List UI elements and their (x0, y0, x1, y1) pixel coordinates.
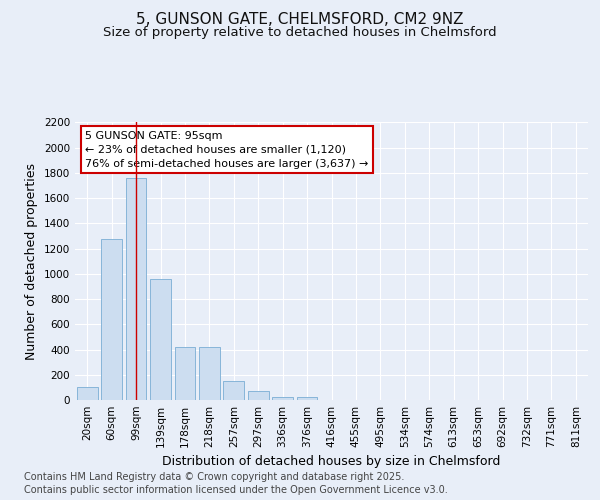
Bar (223, 381, 244, 400)
Bar (272, 397, 293, 400)
Bar (248, 391, 269, 400)
X-axis label: Distribution of detached houses by size in Chelmsford: Distribution of detached houses by size … (163, 456, 500, 468)
Bar (175, 347, 196, 400)
Bar (199, 347, 220, 400)
Bar (125, 178, 146, 400)
Text: Size of property relative to detached houses in Chelmsford: Size of property relative to detached ho… (103, 26, 497, 39)
Text: Contains public sector information licensed under the Open Government Licence v3: Contains public sector information licen… (24, 485, 448, 495)
Bar (296, 397, 317, 400)
Text: Contains HM Land Registry data © Crown copyright and database right 2025.: Contains HM Land Registry data © Crown c… (24, 472, 404, 482)
Bar (150, 279, 171, 400)
Bar (77, 388, 98, 400)
Text: 5 GUNSON GATE: 95sqm
← 23% of detached houses are smaller (1,120)
76% of semi-de: 5 GUNSON GATE: 95sqm ← 23% of detached h… (85, 131, 368, 169)
Bar (101, 238, 122, 400)
Y-axis label: Number of detached properties: Number of detached properties (25, 163, 38, 360)
Text: 5, GUNSON GATE, CHELMSFORD, CM2 9NZ: 5, GUNSON GATE, CHELMSFORD, CM2 9NZ (136, 12, 464, 28)
